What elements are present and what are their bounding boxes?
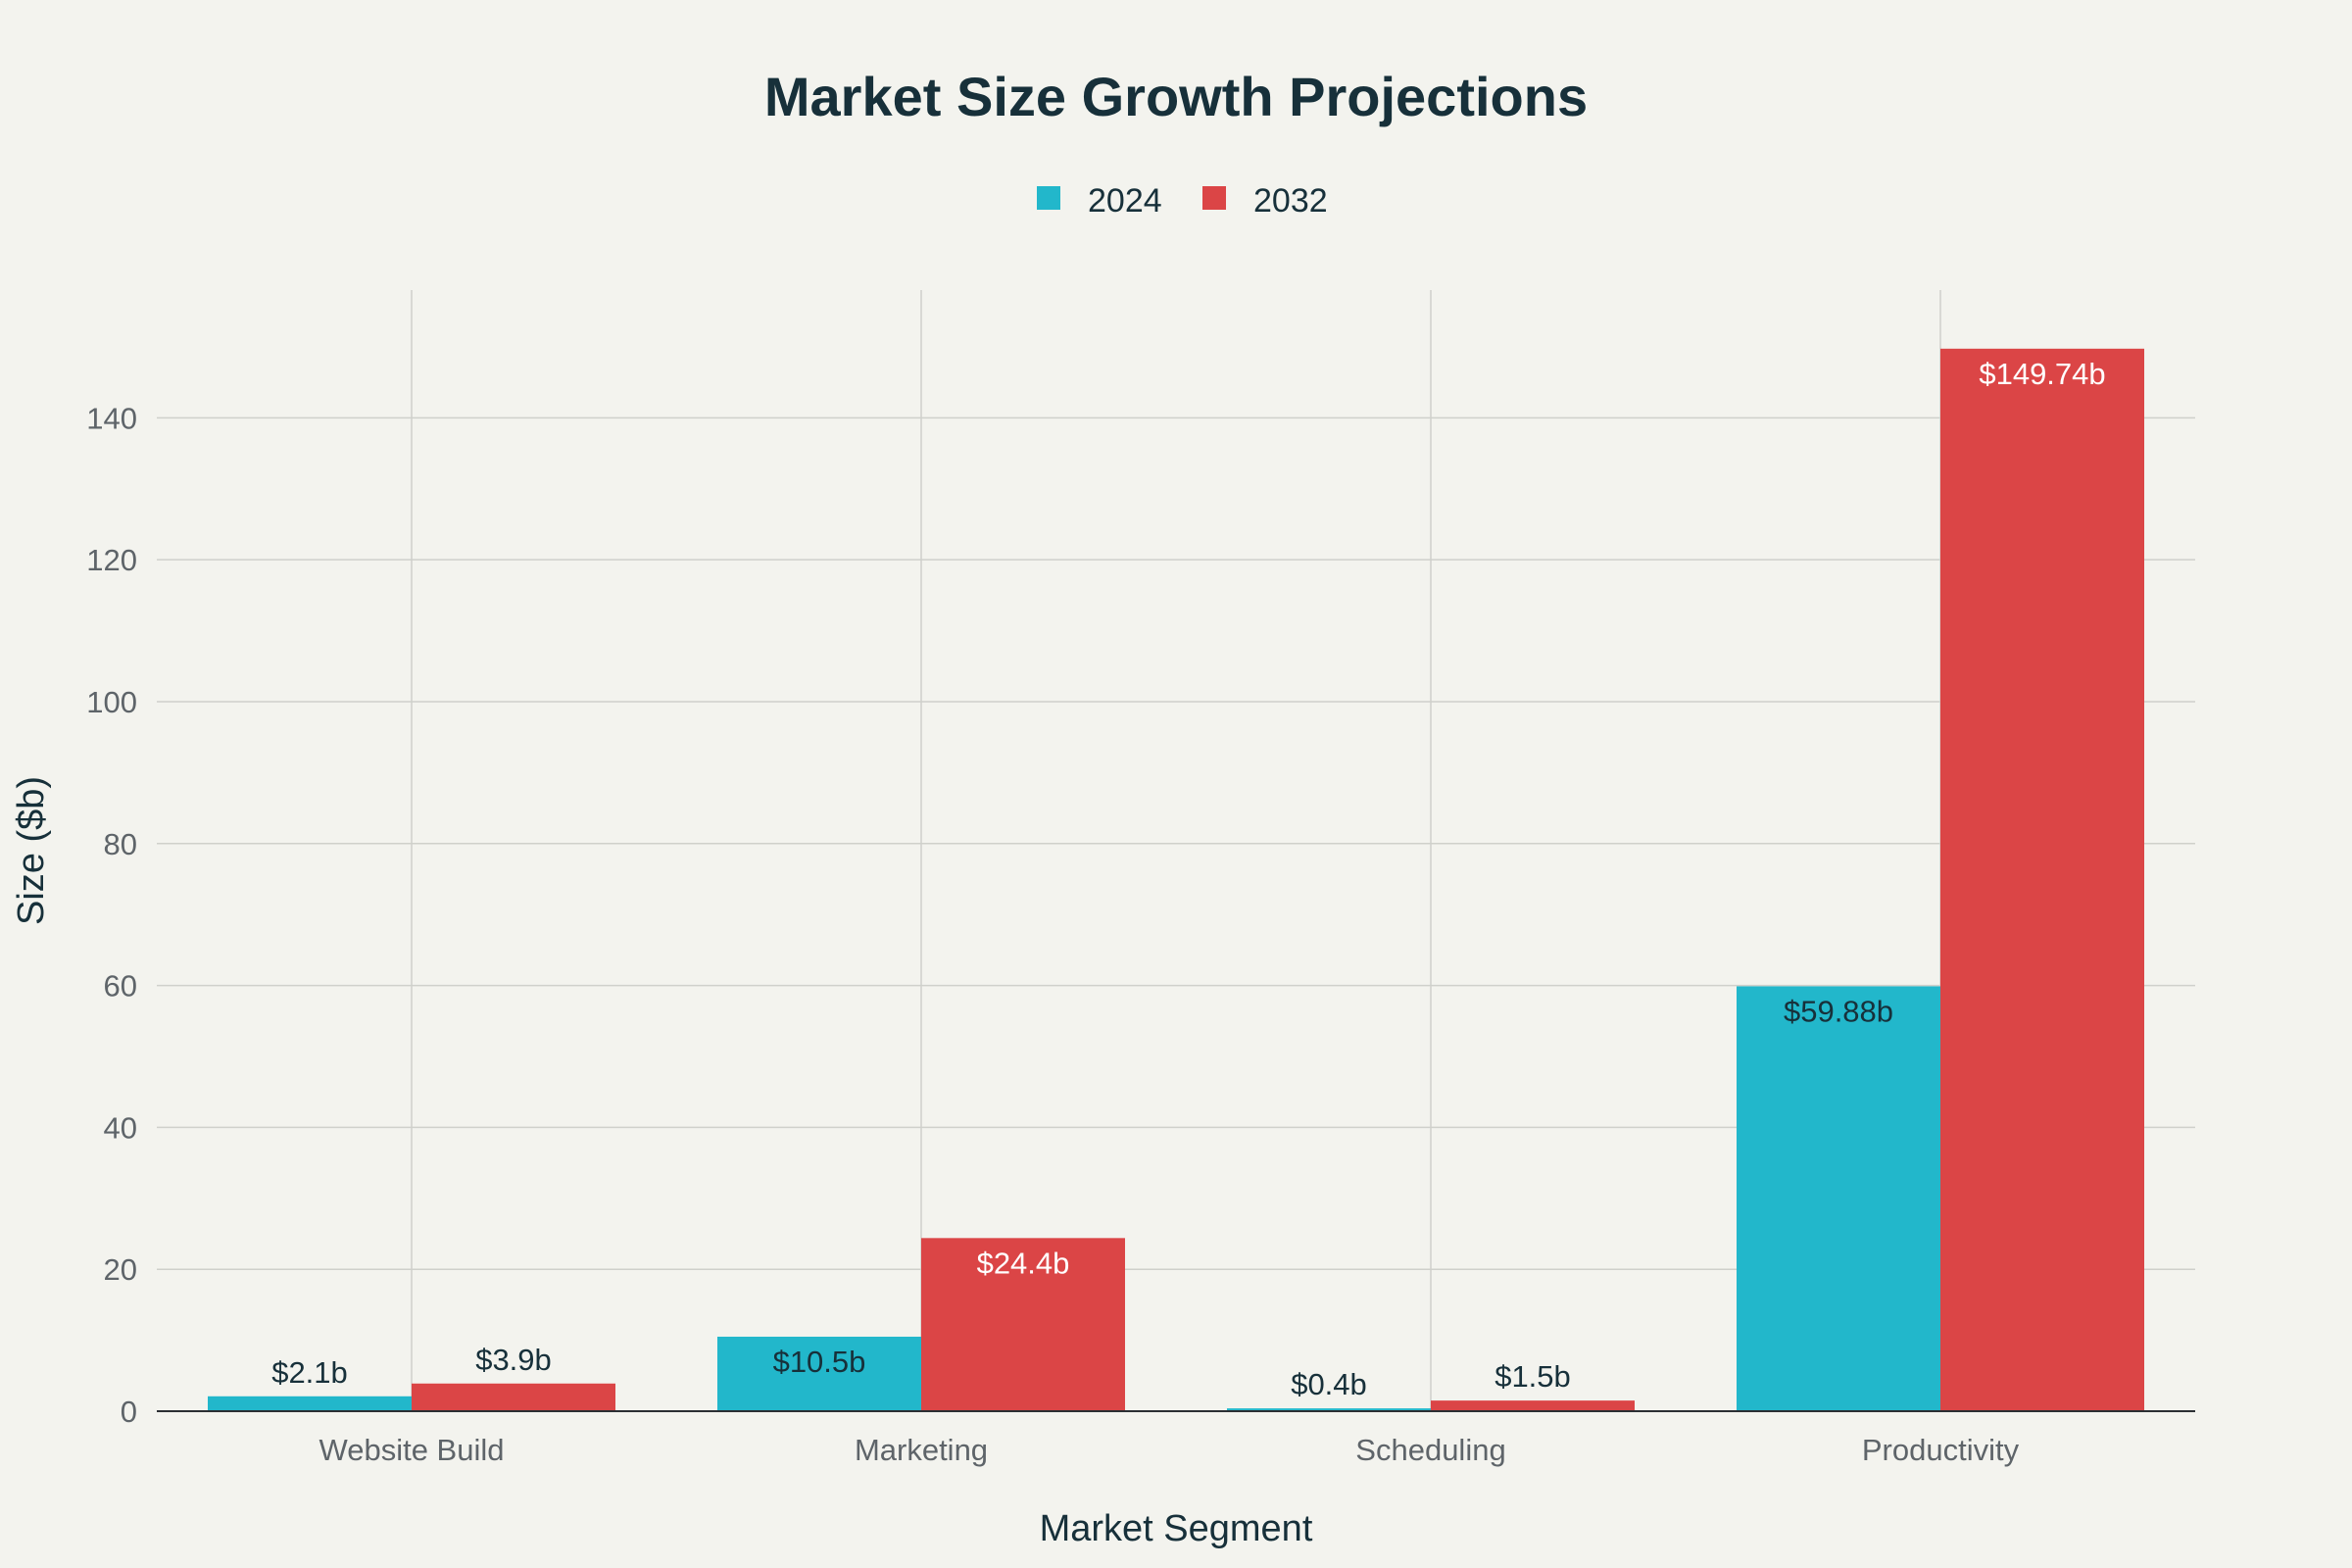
legend-swatch-2032 — [1202, 186, 1226, 210]
legend-item-2024[interactable]: 2024 — [1037, 182, 1162, 220]
bar-2024-website-build[interactable] — [208, 1396, 412, 1411]
bar-2024-productivity[interactable] — [1737, 986, 1940, 1411]
x-axis-title: Market Segment — [1040, 1508, 1313, 1549]
y-tick-label-1: 20 — [104, 1252, 137, 1287]
y-tick-label-5: 100 — [86, 685, 137, 719]
data-label-2024-website-build: $2.1b — [271, 1355, 348, 1390]
data-labels: $2.1b $10.5b $0.4b $59.88b $3.9b $24.4b $1.5b $… — [271, 357, 2105, 1401]
y-tick-label-2: 40 — [104, 1110, 137, 1145]
data-label-2032-productivity: $149.74b — [1979, 357, 2105, 391]
bar-2032-marketing[interactable] — [921, 1238, 1125, 1411]
legend-item-2032[interactable]: 2032 — [1202, 182, 1328, 220]
x-tick-label-1: Marketing — [855, 1433, 988, 1467]
legend-label-2032: 2032 — [1253, 182, 1328, 220]
bar-2024-marketing[interactable] — [717, 1336, 921, 1411]
x-tick-label-0: Website Build — [319, 1433, 505, 1467]
y-tick-label-6: 120 — [86, 543, 137, 577]
bars — [208, 348, 2144, 1411]
y-tick-label-0: 0 — [121, 1395, 137, 1429]
chart-title: Market Size Growth Projections — [764, 66, 1588, 127]
data-label-2032-website-build: $3.9b — [475, 1343, 552, 1377]
bar-2032-website-build[interactable] — [412, 1383, 615, 1411]
data-label-2024-scheduling: $0.4b — [1291, 1367, 1367, 1401]
x-tick-label-2: Scheduling — [1355, 1433, 1505, 1467]
bar-2024-scheduling[interactable] — [1227, 1408, 1431, 1411]
bar-2032-productivity[interactable] — [1940, 348, 2144, 1411]
data-label-2032-scheduling: $1.5b — [1494, 1359, 1571, 1394]
data-label-2024-marketing: $10.5b — [773, 1345, 866, 1379]
axes: 0 20 40 60 80 100 120 140 Website Build Marketing… — [86, 401, 2195, 1467]
y-tick-label-7: 140 — [86, 401, 137, 435]
bar-2032-scheduling[interactable] — [1431, 1400, 1635, 1411]
legend-label-2024: 2024 — [1088, 182, 1162, 220]
legend-swatch-2024 — [1037, 186, 1060, 210]
x-tick-label-3: Productivity — [1862, 1433, 2020, 1467]
y-tick-label-3: 60 — [104, 969, 137, 1004]
legend: 2024 2032 — [1037, 182, 1328, 220]
data-label-2024-productivity: $59.88b — [1784, 994, 1893, 1028]
y-axis-title: Size ($b) — [11, 776, 52, 925]
y-tick-label-4: 80 — [104, 827, 137, 861]
data-label-2032-marketing: $24.4b — [977, 1246, 1070, 1280]
